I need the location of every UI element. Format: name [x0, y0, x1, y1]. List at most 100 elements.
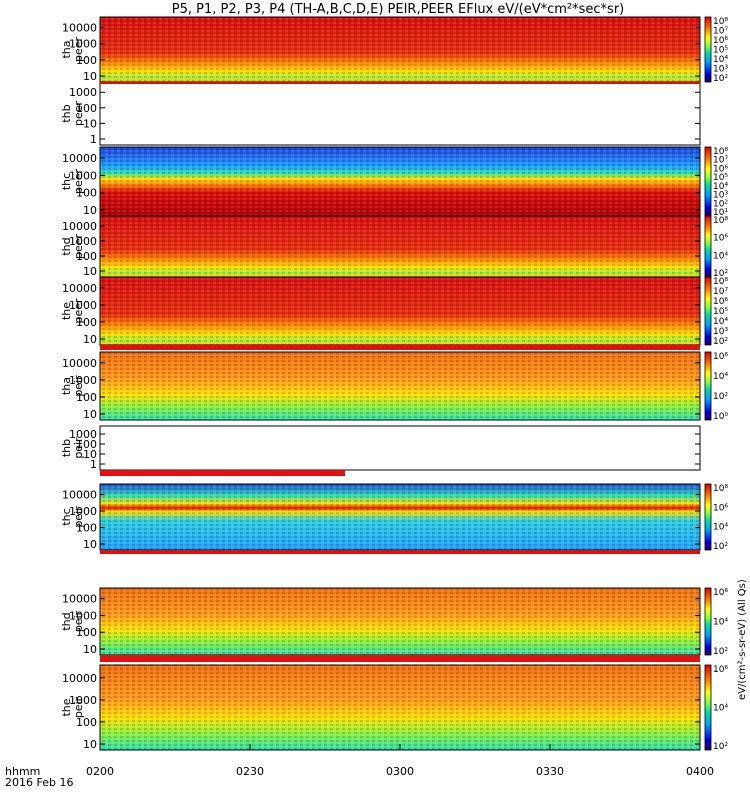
colorbar-tick-label: 10¹ — [713, 208, 728, 218]
colorbar-tick-label: 10⁵ — [713, 46, 728, 56]
panel-label-line2: peer — [72, 234, 85, 260]
colorbar-tick-label: 10⁷ — [713, 156, 728, 166]
colorbar-thd-peer — [704, 215, 712, 278]
panel-label-line1: thd — [60, 237, 73, 255]
panel-thd-peer: 10 100 1000 10000 thd peer 10² 10⁴ 10⁶ 10⁸ — [60, 215, 728, 279]
colorbar-tick-label: 10³ — [713, 191, 728, 201]
colorbar-thc-peir — [704, 483, 712, 551]
colorbar-tick-label: 10⁸ — [713, 277, 728, 287]
colorbar-tick-label: 10⁰ — [713, 412, 728, 422]
colorbar-tick-label: 10³ — [713, 327, 728, 337]
colorbar-tick-label: 10⁴ — [713, 55, 728, 65]
panel-label-line2: peir — [72, 610, 85, 632]
colorbar-tick-label: 10⁷ — [713, 27, 728, 37]
colorbar-tick-label: 10² — [713, 269, 728, 279]
panel-label-line2: peer — [72, 37, 85, 63]
y-tick-label: 10 — [83, 538, 97, 551]
colorbar-thc-peer — [704, 146, 712, 217]
panel-the-peer: 10 100 1000 10000 the peer 10²10³10⁴10⁵10⁶10⁷1… — [60, 276, 728, 347]
status-strip — [100, 550, 700, 554]
colorbar-tick-label: 10⁶ — [713, 234, 728, 244]
y-tick-label: 10 — [83, 70, 97, 83]
panel-label-line2: peer — [72, 298, 85, 324]
colorbar-tick-label: 10⁶ — [713, 297, 728, 307]
y-tick-label: 1000 — [69, 169, 97, 182]
colorbar-tha-peir — [704, 351, 712, 421]
colorbar-tick-label: 10² — [713, 199, 728, 209]
y-tick-label: 10 — [83, 448, 97, 461]
colorbar-tha-peer — [704, 16, 712, 83]
colorbar-tick-label: 10⁴ — [713, 317, 728, 327]
colorbar-tick-label: 10⁶ — [713, 36, 728, 46]
colorbar-tick-label: 10⁶ — [713, 588, 728, 598]
y-tick-label: 10000 — [62, 357, 97, 370]
y-tick-label: 10000 — [62, 489, 97, 502]
spectrogram-texture — [100, 588, 700, 655]
colorbar-tick-label: 10⁴ — [713, 704, 728, 714]
y-tick-label: 1000 — [69, 235, 97, 248]
y-tick-label: 100 — [76, 716, 97, 729]
spectrogram-texture — [100, 216, 700, 277]
y-tick-label: 1000 — [69, 694, 97, 707]
y-tick-label: 10000 — [62, 672, 97, 685]
panel-label-line1: tha — [60, 40, 73, 58]
status-strip — [100, 655, 700, 662]
colorbar-tick-label: 10⁸ — [713, 147, 728, 157]
spectrogram-texture — [100, 352, 700, 420]
y-tick-label: 100 — [76, 187, 97, 200]
colorbar-tick-label: 10⁸ — [713, 17, 728, 27]
colorbar-tick-label: 10⁶ — [713, 665, 728, 675]
spectrogram-texture — [100, 277, 700, 345]
panel-label-line1: the — [60, 698, 73, 716]
colorbar-tick-label: 10² — [713, 337, 728, 347]
colorbar-tick-label: 10⁸ — [713, 216, 728, 226]
y-tick-label: 10000 — [62, 21, 97, 34]
y-tick-label: 10 — [83, 738, 97, 751]
figure-title: P5, P1, P2, P3, P4 (TH-A,B,C,D,E) PEIR,P… — [172, 2, 625, 17]
colorbar-tick-label: 10⁶ — [713, 352, 728, 362]
colorbar-tick-label: 10² — [713, 74, 728, 84]
colorbar-the-peer — [704, 276, 712, 346]
panel-thd-peir: 10 100 1000 10000 thd peir 10² 10⁴ 10⁶ — [60, 587, 728, 657]
panel-label-line2: peir — [72, 696, 85, 718]
panel-thb-peer: 1 10 100 1000 thb peer — [60, 81, 701, 146]
colorbar-axis-label: eV/(cm²-s-sr-eV) (All Qs) — [737, 579, 748, 700]
colorbar-thd-peir — [704, 587, 712, 656]
y-tick-label: 10 — [83, 408, 97, 421]
x-tick-label: 0300 — [386, 765, 414, 778]
y-tick-label: 10 — [83, 117, 97, 130]
status-strip — [100, 345, 700, 350]
panel-tha-peer: 10 100 1000 10000 tha peer 10²10³10⁴10⁵10⁶10⁷1… — [60, 16, 728, 84]
colorbar-tick-label: 10⁴ — [713, 372, 728, 382]
panel-label-line1: thc — [60, 508, 73, 525]
panel-the-peir: 10 100 1000 10000 the peir 10² 10⁴ 10⁶ — [60, 664, 728, 752]
panel-thc-peir: 10 100 1000 10000 thc peir 10² 10⁴ 10⁶ 10⁸ — [60, 483, 728, 552]
colorbar-tick-label: 10⁸ — [713, 484, 728, 494]
spectrogram-texture — [100, 17, 700, 82]
x-tick-label: 0230 — [236, 765, 264, 778]
status-strip — [100, 470, 345, 476]
y-tick-label: 100 — [76, 438, 97, 451]
y-tick-label: 100 — [76, 626, 97, 639]
panel-label-line1: thd — [60, 612, 73, 630]
colorbar-tick-label: 10⁴ — [713, 182, 728, 192]
y-tick-label: 1000 — [69, 609, 97, 622]
x-axis-label-line1: hhmm — [5, 765, 40, 778]
y-tick-label: 1000 — [69, 374, 97, 387]
colorbar-tick-label: 10⁴ — [713, 618, 728, 628]
y-tick-label: 10000 — [62, 593, 97, 606]
y-tick-label: 100 — [76, 54, 97, 67]
panel-label-line2: peir — [72, 506, 85, 528]
y-tick-label: 10 — [83, 643, 97, 656]
status-strip — [100, 82, 700, 84]
y-tick-label: 10000 — [62, 220, 97, 233]
colorbar-tick-label: 10⁷ — [713, 287, 728, 297]
panel-label-line1: the — [60, 302, 73, 320]
y-tick-label: 10 — [83, 204, 97, 217]
panel-label-line1: thb — [60, 104, 73, 122]
panel-label-line1: thb — [60, 439, 73, 457]
panel-label-line2: peer — [72, 169, 85, 195]
panel-label-line1: tha — [60, 377, 73, 395]
